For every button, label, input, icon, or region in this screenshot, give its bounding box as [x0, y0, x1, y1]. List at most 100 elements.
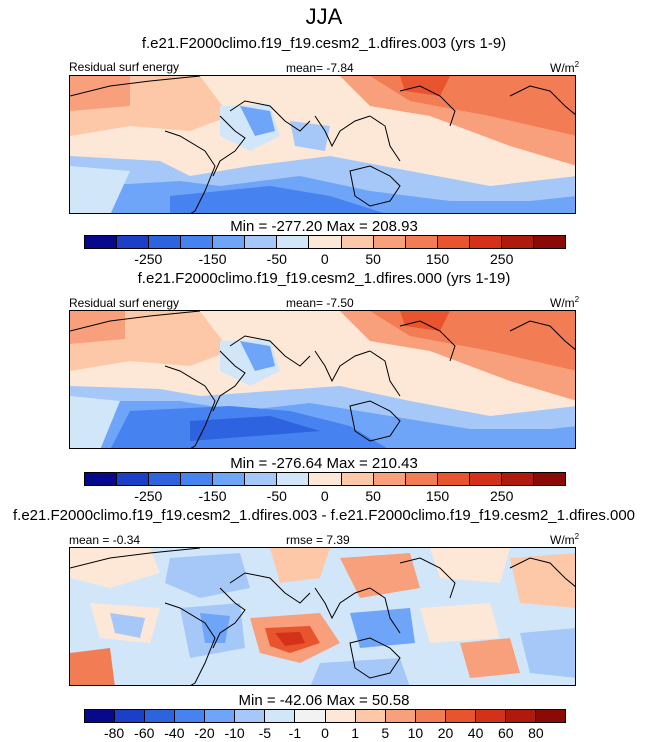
- panel3-colorbar: [84, 709, 566, 723]
- colorbar-swatch: [277, 473, 310, 485]
- colorbar-swatch: [437, 236, 470, 248]
- colorbar-tick-label: 150: [425, 251, 450, 267]
- colorbar-swatch: [245, 236, 278, 248]
- panel1-case-title: f.e21.F2000climo.f19_f19.cesm2_1.dfires.…: [141, 35, 507, 52]
- colorbar-swatch: [445, 710, 476, 722]
- colorbar-swatch: [535, 710, 565, 722]
- colorbar-tick-label: 10: [407, 725, 424, 741]
- colorbar-tick-label: 150: [425, 488, 450, 504]
- colorbar-swatch: [437, 473, 470, 485]
- colorbar-swatch: [475, 710, 506, 722]
- colorbar-swatch: [235, 710, 266, 722]
- panel1-minmax: Min = -277.20 Max = 208.93: [230, 218, 418, 235]
- colorbar-tick-label: 250: [490, 488, 514, 504]
- panel2-variable-label: Residual surf energy: [69, 296, 180, 310]
- colorbar-tick-label: 0: [321, 725, 329, 741]
- colorbar-swatch: [505, 710, 536, 722]
- colorbar-tick-label: -250: [134, 251, 163, 267]
- colorbar-swatch: [355, 710, 386, 722]
- colorbar-tick-label: 250: [490, 251, 514, 267]
- colorbar-swatch: [295, 710, 326, 722]
- colorbar-swatch: [85, 236, 118, 248]
- colorbar-swatch: [373, 473, 406, 485]
- colorbar-swatch: [277, 236, 310, 248]
- colorbar-tick-label: -250: [134, 488, 163, 504]
- colorbar-tick-label: -1: [288, 725, 302, 741]
- colorbar-tick-label: 20: [437, 725, 454, 741]
- panel1-map: [69, 75, 576, 214]
- colorbar-swatch: [325, 710, 356, 722]
- colorbar-swatch: [245, 473, 278, 485]
- panel3-units-label: W/m2: [550, 532, 580, 547]
- colorbar-swatch: [181, 473, 214, 485]
- colorbar-swatch: [341, 236, 374, 248]
- panel2-units-label: W/m2: [550, 295, 580, 310]
- colorbar-swatch: [405, 473, 438, 485]
- colorbar-tick-label: -60: [134, 725, 155, 741]
- colorbar-tick-label: 60: [498, 725, 514, 741]
- colorbar-tick-label: -150: [198, 251, 227, 267]
- panel2-map-svg: [70, 311, 575, 448]
- panel1-map-svg: [70, 76, 575, 213]
- colorbar-tick-label: 1: [351, 725, 359, 741]
- panel1-colorbar-ticks: -250 -150 -50 0 50 150 250: [84, 251, 566, 267]
- panel3-minmax: Min = -42.06 Max = 50.58: [238, 692, 410, 709]
- colorbar-swatch: [85, 710, 116, 722]
- colorbar-swatch: [469, 473, 502, 485]
- panel2-case-title: f.e21.F2000climo.f19_f19.cesm2_1.dfires.…: [137, 270, 511, 287]
- colorbar-tick-label: -5: [258, 725, 272, 741]
- colorbar-swatch: [117, 473, 150, 485]
- panel1-units-label: W/m2: [550, 60, 580, 75]
- panel2-map: [69, 310, 576, 449]
- colorbar-tick-label: 50: [365, 488, 381, 504]
- colorbar-tick-label: -80: [103, 725, 125, 741]
- panel3-map-svg: [70, 548, 575, 685]
- colorbar-tick-label: -50: [266, 251, 287, 267]
- colorbar-swatch: [501, 473, 534, 485]
- colorbar-swatch: [175, 710, 206, 722]
- colorbar-tick-label: 40: [467, 725, 484, 741]
- colorbar-swatch: [373, 236, 406, 248]
- colorbar-swatch: [385, 710, 416, 722]
- colorbar-swatch: [309, 473, 342, 485]
- colorbar-tick-label: -20: [194, 725, 215, 741]
- colorbar-tick-label: 0: [320, 251, 329, 267]
- colorbar-swatch: [181, 236, 214, 248]
- panel3-colorbar-ticks: -80 -60 -40 -20 -10 -5 -1 0 1 5 10 20 40…: [84, 725, 566, 741]
- colorbar-swatch: [533, 473, 565, 485]
- colorbar-tick-label: -10: [224, 725, 245, 741]
- colorbar-swatch: [149, 473, 182, 485]
- colorbar-swatch: [501, 236, 534, 248]
- colorbar-swatch: [341, 473, 374, 485]
- panel3-case-title: f.e21.F2000climo.f19_f19.cesm2_1.dfires.…: [12, 507, 636, 524]
- panel1-mean-label: mean= -7.84: [286, 61, 354, 75]
- figure-title: JJA: [305, 4, 343, 29]
- panel1-colorbar: [84, 235, 566, 249]
- colorbar-tick-label: 5: [381, 725, 390, 741]
- colorbar-swatch: [265, 710, 296, 722]
- colorbar-swatch: [533, 236, 565, 248]
- panel2-colorbar: [84, 472, 566, 486]
- colorbar-swatch: [145, 710, 176, 722]
- colorbar-swatch: [205, 710, 236, 722]
- colorbar-swatch: [213, 236, 246, 248]
- panel1-variable-label: Residual surf energy: [69, 60, 180, 74]
- colorbar-swatch: [309, 236, 342, 248]
- panel3-mean-label: mean = -0.34: [69, 533, 141, 547]
- colorbar-swatch: [117, 236, 150, 248]
- colorbar-swatch: [405, 236, 438, 248]
- colorbar-tick-label: 80: [528, 725, 544, 741]
- colorbar-tick-label: -40: [164, 725, 185, 741]
- colorbar-tick-label: -150: [198, 488, 227, 504]
- panel2-colorbar-ticks: -250 -150 -50 0 50 150 250: [84, 488, 566, 504]
- colorbar-swatch: [149, 236, 182, 248]
- colorbar-tick-label: 50: [365, 251, 381, 267]
- panel3-rmse-label: rmse = 7.39: [286, 533, 350, 547]
- colorbar-swatch: [115, 710, 146, 722]
- panel3-map: [69, 547, 576, 686]
- colorbar-swatch: [415, 710, 446, 722]
- panel2-mean-label: mean= -7.50: [286, 296, 354, 310]
- colorbar-swatch: [213, 473, 246, 485]
- colorbar-tick-label: 0: [320, 488, 329, 504]
- panel2-minmax: Min = -276.64 Max = 210.43: [230, 455, 418, 472]
